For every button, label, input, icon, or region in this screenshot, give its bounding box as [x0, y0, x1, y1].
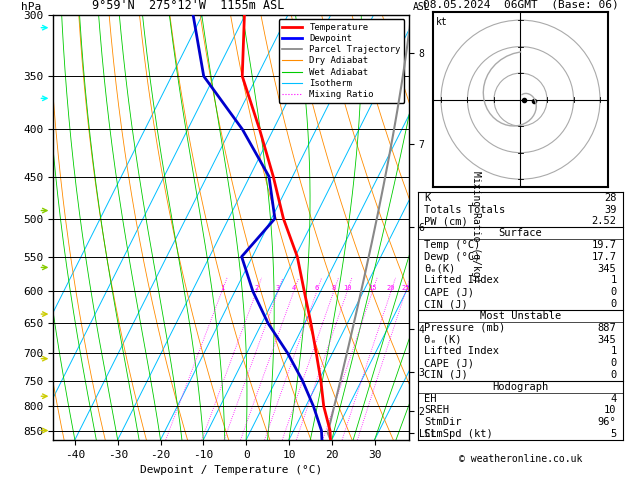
Text: 39: 39 [604, 205, 616, 215]
Text: Totals Totals: Totals Totals [425, 205, 506, 215]
Text: θₑ(K): θₑ(K) [425, 264, 455, 274]
Text: 5: 5 [610, 429, 616, 439]
Text: km
ASL: km ASL [413, 0, 430, 13]
Text: StmSpd (kt): StmSpd (kt) [425, 429, 493, 439]
Text: PW (cm): PW (cm) [425, 216, 468, 226]
Text: 0: 0 [610, 299, 616, 309]
Text: CAPE (J): CAPE (J) [425, 358, 474, 368]
Text: 1: 1 [220, 285, 224, 292]
Text: 10: 10 [604, 405, 616, 416]
Text: kt: kt [436, 17, 447, 27]
Legend: Temperature, Dewpoint, Parcel Trajectory, Dry Adiabat, Wet Adiabat, Isotherm, Mi: Temperature, Dewpoint, Parcel Trajectory… [279, 19, 404, 103]
Text: 8: 8 [331, 285, 336, 292]
Text: 15: 15 [368, 285, 377, 292]
X-axis label: Dewpoint / Temperature (°C): Dewpoint / Temperature (°C) [140, 465, 322, 475]
Text: 25: 25 [401, 285, 410, 292]
Text: K: K [425, 193, 431, 203]
Text: 28: 28 [604, 193, 616, 203]
Text: 10: 10 [343, 285, 352, 292]
Text: 345: 345 [598, 334, 616, 345]
Text: 0: 0 [610, 358, 616, 368]
Text: hPa: hPa [21, 2, 42, 13]
Text: CIN (J): CIN (J) [425, 299, 468, 309]
Text: 0: 0 [610, 370, 616, 380]
Text: 20: 20 [387, 285, 395, 292]
Text: 345: 345 [598, 264, 616, 274]
Text: 2: 2 [254, 285, 259, 292]
Text: 1: 1 [610, 276, 616, 285]
Text: 17.7: 17.7 [592, 252, 616, 262]
Text: Dewp (°C): Dewp (°C) [425, 252, 481, 262]
Text: 887: 887 [598, 323, 616, 333]
Text: Lifted Index: Lifted Index [425, 347, 499, 356]
Text: 96°: 96° [598, 417, 616, 427]
Text: 6: 6 [314, 285, 319, 292]
Text: θₑ (K): θₑ (K) [425, 334, 462, 345]
Text: EH: EH [425, 394, 437, 403]
Text: StmDir: StmDir [425, 417, 462, 427]
Text: 3: 3 [276, 285, 280, 292]
Text: 0: 0 [610, 287, 616, 297]
Text: CIN (J): CIN (J) [425, 370, 468, 380]
Y-axis label: Mixing Ratio (g/kg): Mixing Ratio (g/kg) [471, 172, 481, 283]
Text: CAPE (J): CAPE (J) [425, 287, 474, 297]
Text: 2.52: 2.52 [592, 216, 616, 226]
Text: Surface: Surface [499, 228, 542, 238]
Text: Temp (°C): Temp (°C) [425, 240, 481, 250]
Text: 4: 4 [610, 394, 616, 403]
Text: 19.7: 19.7 [592, 240, 616, 250]
Text: © weatheronline.co.uk: © weatheronline.co.uk [459, 454, 582, 465]
Text: Lifted Index: Lifted Index [425, 276, 499, 285]
Title: 08.05.2024  06GMT  (Base: 06): 08.05.2024 06GMT (Base: 06) [423, 0, 618, 10]
Text: 1: 1 [610, 347, 616, 356]
Text: 4: 4 [292, 285, 296, 292]
Text: Hodograph: Hodograph [493, 382, 548, 392]
Text: Most Unstable: Most Unstable [480, 311, 561, 321]
Text: 9°59'N  275°12'W  1155m ASL: 9°59'N 275°12'W 1155m ASL [92, 0, 285, 13]
Text: SREH: SREH [425, 405, 449, 416]
Text: Pressure (mb): Pressure (mb) [425, 323, 506, 333]
